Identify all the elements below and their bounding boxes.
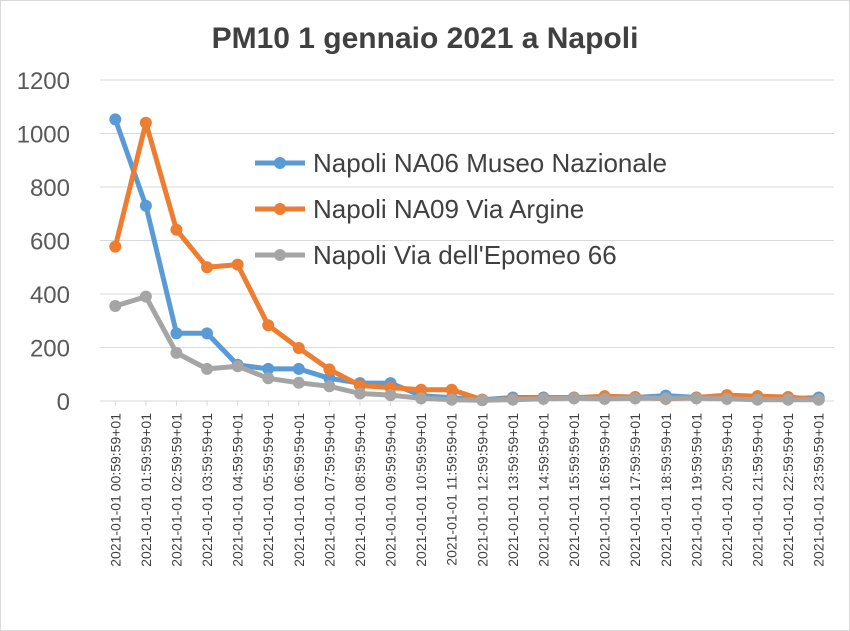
x-tick-label: 2021-01-01 02:59:59+01 [168, 413, 184, 567]
chart-title: PM10 1 gennaio 2021 a Napoli [211, 22, 639, 55]
legend-swatch-marker [274, 157, 286, 169]
data-point [262, 319, 275, 332]
data-point [537, 392, 550, 405]
x-tick-label: 2021-01-01 17:59:59+01 [627, 413, 643, 567]
y-tick-label: 200 [30, 336, 70, 363]
x-tick-label: 2021-01-01 05:59:59+01 [260, 413, 276, 567]
data-point [751, 393, 764, 406]
x-tick-label: 2021-01-01 11:59:59+01 [444, 413, 460, 566]
data-point [568, 392, 581, 405]
data-point [201, 327, 214, 340]
data-point [109, 113, 122, 126]
x-axis: 2021-01-01 00:59:59+01 2021-01-01 01:59:5… [107, 401, 827, 567]
data-point [292, 376, 305, 389]
x-tick-label: 2021-01-01 03:59:59+01 [199, 413, 215, 567]
data-point [384, 389, 397, 402]
data-point [170, 346, 183, 359]
data-point [629, 392, 642, 405]
x-tick-label: 2021-01-01 16:59:59+01 [597, 413, 613, 567]
data-point [139, 199, 152, 212]
x-tick-label: 2021-01-01 20:59:59+01 [719, 413, 735, 567]
x-tick-label: 2021-01-01 06:59:59+01 [291, 413, 307, 567]
x-tick-label: 2021-01-01 04:59:59+01 [230, 413, 246, 567]
data-point [659, 392, 672, 405]
data-point [262, 362, 275, 375]
data-point [170, 327, 183, 340]
data-point [109, 240, 122, 253]
x-tick-label: 2021-01-01 01:59:59+01 [138, 413, 154, 567]
data-point [445, 383, 458, 396]
data-point [231, 360, 244, 373]
data-point [170, 223, 183, 236]
x-tick-label: 2021-01-01 13:59:59+01 [505, 413, 521, 567]
x-tick-label: 2021-01-01 07:59:59+01 [321, 413, 337, 567]
data-point [201, 362, 214, 375]
data-point [292, 342, 305, 355]
y-tick-label: 1000 [17, 122, 70, 149]
data-point [415, 383, 428, 396]
data-point [262, 372, 275, 385]
y-tick-label: 0 [57, 389, 70, 416]
legend-label: Napoli NA09 Via Argine [313, 194, 584, 224]
data-point [690, 392, 703, 405]
x-tick-label: 2021-01-01 00:59:59+01 [107, 413, 123, 567]
data-point [476, 394, 489, 407]
y-tick-label: 800 [30, 175, 70, 202]
data-point [139, 290, 152, 303]
x-tick-label: 2021-01-01 08:59:59+01 [352, 413, 368, 567]
data-point [109, 300, 122, 313]
legend-swatch-marker [274, 203, 286, 215]
data-point [292, 362, 305, 375]
data-point [445, 393, 458, 406]
y-axis: 0 200 400 600 800 1000 1200 [17, 68, 70, 416]
x-tick-label: 2021-01-01 14:59:59+01 [535, 413, 551, 567]
data-point [782, 393, 795, 406]
y-tick-label: 600 [30, 229, 70, 256]
x-tick-label: 2021-01-01 23:59:59+01 [811, 413, 827, 567]
y-tick-label: 1200 [17, 68, 70, 95]
x-tick-label: 2021-01-01 10:59:59+01 [413, 413, 429, 567]
data-point [353, 387, 366, 400]
data-point [506, 393, 519, 406]
data-point [323, 363, 336, 376]
data-point [415, 392, 428, 405]
legend-swatch-marker [274, 249, 286, 261]
x-tick-label: 2021-01-01 18:59:59+01 [658, 413, 674, 567]
series-layer [109, 113, 825, 407]
legend-label: Napoli Via dell'Epomeo 66 [313, 240, 617, 270]
data-point [598, 392, 611, 405]
data-point [231, 258, 244, 271]
y-tick-label: 400 [30, 282, 70, 309]
legend: Napoli NA06 Museo Nazionale Napoli NA09 V… [255, 148, 667, 270]
x-tick-label: 2021-01-01 22:59:59+01 [780, 413, 796, 567]
data-point [720, 392, 733, 405]
x-tick-label: 2021-01-01 12:59:59+01 [474, 413, 490, 567]
legend-label: Napoli NA06 Museo Nazionale [313, 148, 667, 178]
x-tick-label: 2021-01-01 21:59:59+01 [750, 413, 766, 567]
data-point [812, 393, 825, 406]
data-point [139, 116, 152, 129]
x-tick-label: 2021-01-01 15:59:59+01 [566, 413, 582, 567]
x-tick-label: 2021-01-01 19:59:59+01 [688, 413, 704, 567]
x-tick-label: 2021-01-01 09:59:59+01 [383, 413, 399, 567]
data-point [323, 380, 336, 393]
data-point [201, 261, 214, 274]
